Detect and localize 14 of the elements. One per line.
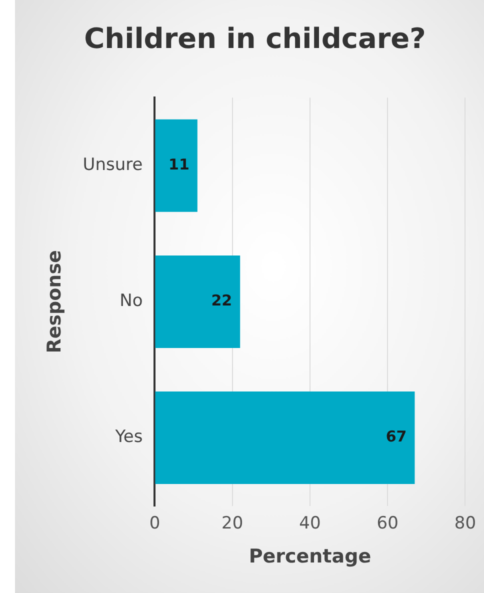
x-tick-label: 0 [149, 513, 160, 534]
chart-title: Children in childcare? [84, 22, 426, 56]
data-label: 22 [211, 292, 232, 310]
y-tick-label: Yes [114, 427, 143, 448]
x-tick-label: 20 [222, 513, 244, 534]
y-tick-label: Unsure [82, 155, 143, 176]
x-tick-label: 80 [454, 513, 476, 534]
data-label: 11 [168, 156, 190, 174]
y-tick-label: No [120, 291, 143, 312]
x-axis-title: Percentage [248, 546, 372, 568]
x-tick-label: 60 [376, 513, 398, 534]
data-label: 67 [386, 428, 407, 446]
y-axis-title: Response [43, 250, 66, 354]
x-tick-label: 40 [299, 513, 321, 534]
